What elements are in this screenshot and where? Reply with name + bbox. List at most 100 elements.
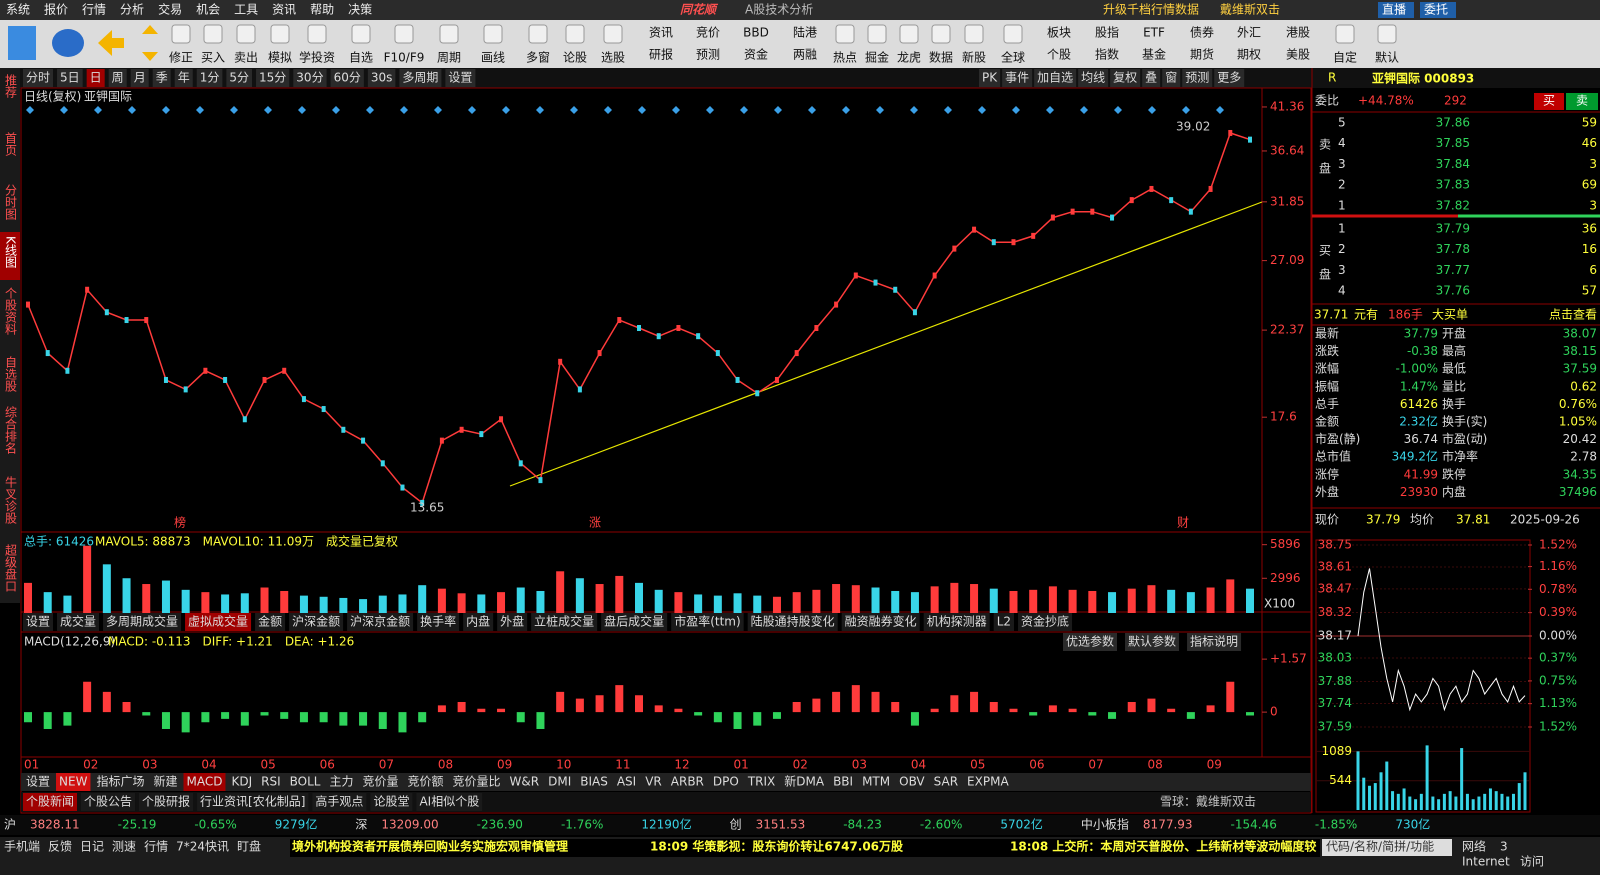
menu-item[interactable]: 决策 [348, 3, 372, 17]
side-tab[interactable]: 推荐 [4, 74, 18, 99]
indicator-tab[interactable]: KDJ [231, 775, 252, 789]
period-tab[interactable]: 分时 [26, 71, 50, 85]
side-tab[interactable]: 自选股 [4, 356, 18, 393]
event-marker[interactable] [264, 106, 272, 114]
indicator-tab[interactable]: ARBR [671, 775, 704, 789]
indicator-tab[interactable]: 融资融券变化 [845, 614, 917, 629]
event-marker[interactable] [536, 106, 544, 114]
tool-label[interactable]: 股指 [1095, 25, 1119, 40]
macd-button[interactable]: 默认参数 [1128, 634, 1176, 649]
indicator-tab[interactable]: 竞价额 [408, 775, 444, 789]
menu-item[interactable]: 机会 [196, 3, 220, 17]
sell-button[interactable] [1566, 93, 1598, 110]
menu-item[interactable]: 系统 [6, 3, 30, 17]
event-flag[interactable]: 财 [1177, 516, 1189, 530]
event-marker[interactable] [230, 106, 238, 114]
indicator-tab[interactable]: 资金抄底 [1021, 614, 1069, 629]
menu-item[interactable]: 报价 [44, 2, 68, 17]
tool-label[interactable]: 论股 [563, 51, 587, 65]
tool-label[interactable]: 学投资 [299, 50, 335, 65]
tool-label[interactable]: 港股 [1286, 26, 1310, 40]
chart-tool[interactable]: 加自选 [1037, 71, 1073, 85]
side-tab[interactable]: 首页 [4, 132, 18, 157]
indicator-tab[interactable]: 虚拟成交量 [188, 614, 248, 629]
indicator-tab[interactable]: DPO [713, 775, 739, 789]
period-tab[interactable]: 5分 [229, 71, 249, 85]
tool-label[interactable]: 美股 [1286, 48, 1310, 62]
footer-tab[interactable]: 7*24快讯 [176, 840, 229, 854]
event-marker[interactable] [1216, 106, 1224, 114]
menu-item[interactable]: 行情 [82, 3, 106, 17]
tool-label[interactable]: 数据 [929, 50, 953, 65]
news-tab[interactable]: 个股新闻 [26, 794, 74, 809]
tool-label[interactable]: F10/F9 [384, 51, 425, 65]
tool-label[interactable]: 个股 [1047, 48, 1071, 62]
indicator-tab[interactable]: VR [645, 775, 662, 789]
news-tab[interactable]: 论股堂 [373, 795, 409, 809]
event-marker[interactable] [162, 106, 170, 114]
tool-label[interactable]: 期货 [1190, 47, 1214, 62]
tool-label[interactable]: ETF [1143, 26, 1165, 40]
tool-label[interactable]: 多窗 [526, 51, 550, 65]
indicator-tab[interactable]: OBV [899, 775, 925, 789]
indicator-tab[interactable]: 竞价量比 [453, 775, 501, 789]
period-tab[interactable]: 15分 [259, 71, 286, 85]
tool-label[interactable]: 期权 [1237, 48, 1261, 62]
footer-tab[interactable]: 行情 [144, 840, 168, 854]
tool-label[interactable]: 资金 [744, 47, 768, 62]
menu-item[interactable]: 交易 [158, 2, 182, 17]
indicator-tab[interactable]: 外盘 [500, 614, 524, 629]
menu-right[interactable]: 升级千档行情数据 [1103, 2, 1199, 17]
period-tab[interactable]: 年 [178, 71, 190, 85]
event-marker[interactable] [434, 106, 442, 114]
side-tab[interactable]: 个股资料 [4, 287, 18, 335]
indicator-tab[interactable]: MACD [186, 775, 222, 789]
side-tab[interactable]: K线图 [4, 236, 18, 268]
indicator-tab[interactable]: BOLL [290, 775, 321, 789]
ticker-item[interactable]: 18:09 华策影视：股东询价转让6747.06万股 [650, 839, 904, 854]
event-flag[interactable]: 涨 [589, 515, 601, 530]
footer-tab[interactable]: 日记 [80, 840, 104, 854]
tool-label[interactable]: 指数 [1095, 47, 1119, 62]
event-marker[interactable] [808, 106, 816, 114]
side-tab[interactable]: 超级盘口 [4, 543, 18, 592]
event-marker[interactable] [60, 106, 68, 114]
macd-button[interactable]: 优选参数 [1066, 634, 1114, 649]
event-marker[interactable] [128, 106, 136, 114]
menu-item[interactable]: 工具 [234, 3, 258, 17]
indicator-tab[interactable]: 市盈率(ttm) [674, 614, 740, 629]
chart-tool[interactable]: 更多 [1217, 71, 1241, 85]
indicator-tab[interactable]: 指标广场 [96, 774, 144, 789]
indicator-tab[interactable]: 沪深金额 [292, 614, 340, 629]
indicator-tab[interactable]: 沪深京金额 [350, 614, 410, 629]
tool-label[interactable]: 新股 [962, 50, 986, 65]
indicator-tab[interactable]: 多周期成交量 [106, 614, 178, 629]
tool-label[interactable]: 卖出 [234, 51, 258, 65]
chart-tool[interactable]: 叠 [1145, 71, 1157, 85]
footer-tab[interactable]: 手机端 [4, 840, 40, 854]
event-marker[interactable] [400, 106, 408, 114]
event-marker[interactable] [876, 106, 884, 114]
footer-tab[interactable]: 测速 [112, 840, 136, 854]
indicator-tab[interactable]: 主力 [329, 775, 353, 789]
tool-label[interactable]: 热点 [833, 51, 857, 65]
indicator-tab[interactable]: 内盘 [466, 614, 490, 629]
event-marker[interactable] [332, 106, 340, 114]
search-box[interactable] [1322, 839, 1452, 856]
news-tab[interactable]: 个股研报 [142, 794, 190, 809]
indicator-tab[interactable]: BIAS [580, 775, 608, 789]
indicator-tab[interactable]: EXPMA [967, 775, 1009, 789]
side-tab[interactable]: 综合排名 [4, 406, 18, 454]
tool-label[interactable]: 周期 [437, 51, 461, 65]
event-marker[interactable] [604, 106, 612, 114]
ticker-item[interactable]: 境外机构投资者开展债券回购业务实施宏观审慎管理 [292, 839, 568, 854]
event-marker[interactable] [1080, 106, 1088, 114]
footer-tab[interactable]: 反馈 [48, 840, 72, 854]
period-tab[interactable]: 周 [112, 71, 124, 85]
buy-button-label[interactable]: 买 [1543, 94, 1555, 108]
tool-label[interactable]: 预测 [696, 48, 720, 62]
search-placeholder[interactable]: 代码/名称/简拼/功能 [1326, 839, 1434, 854]
tool-label[interactable]: 外汇 [1237, 26, 1261, 40]
tool-label[interactable]: 债券 [1190, 25, 1214, 40]
tool-label[interactable]: 模拟 [268, 51, 292, 65]
